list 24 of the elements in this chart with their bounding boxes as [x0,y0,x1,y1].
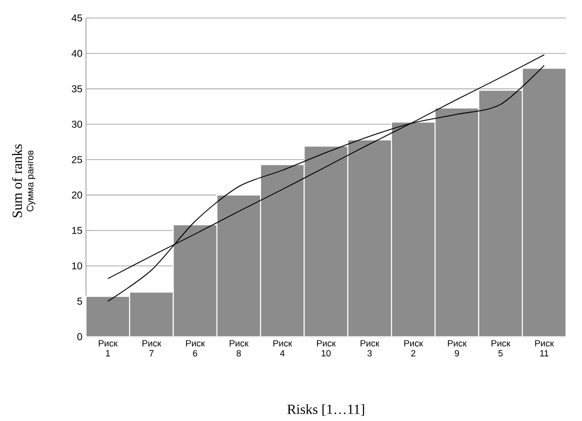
y-tick-label: 40 [72,50,82,57]
y-tick-label: 15 [72,226,82,234]
y-tick-label: 35 [72,85,82,92]
y-tick-label: 0 [77,333,82,340]
x-tick-label: Риск 4 [273,340,292,356]
y-tick-label: 45 [72,14,82,22]
x-tick-label: Риск 1 [98,340,118,356]
x-tick-label: Риск 6 [186,340,205,356]
text: Сумма рангов [26,150,36,212]
x-tick-label: Риск 2 [404,340,424,356]
y-tick-label: 10 [72,262,82,270]
x-tick-label: Риск 9 [448,340,467,356]
x-tick-label: Риск 5 [492,340,510,356]
y-tick-label: 5 [77,298,82,305]
y-tick-label: 30 [72,120,82,128]
y-tick-label: 20 [72,192,82,199]
x-tick-label: Риск 10 [317,340,336,356]
x-tick-label: Риск 7 [142,340,162,356]
x-tick-label: Риск 3 [360,340,380,356]
y-axis-title: Sum of ranks [12,144,22,218]
x-tick-label: Риск 11 [535,340,554,356]
y-tick-label: 25 [72,156,82,164]
x-tick-label: Риск 8 [230,340,248,356]
x-axis-title: Risks [1…11] [287,404,364,416]
